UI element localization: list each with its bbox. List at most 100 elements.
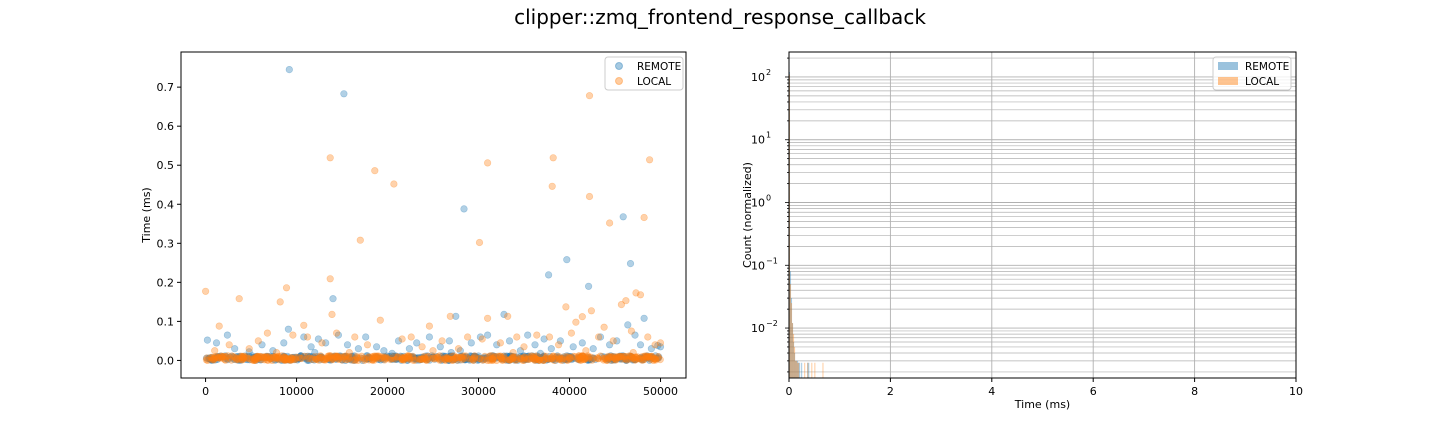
scatter-point-remote (505, 356, 513, 365)
scatter-point-local (286, 356, 295, 364)
scatter-point-local (441, 355, 449, 363)
scatter-point-remote (554, 353, 563, 361)
scatter-point-remote (643, 352, 651, 360)
scatter-point-remote (442, 352, 450, 360)
scatter-point-remote (605, 353, 613, 361)
scatter-point-remote (337, 352, 345, 360)
scatter-point-remote (616, 352, 624, 360)
scatter-point-local (353, 354, 362, 362)
scatter-point-local (354, 356, 362, 365)
histogram-bar-remote (798, 362, 800, 378)
scatter-point-local (215, 322, 223, 330)
histogram-x-tick-label: 4 (988, 385, 995, 398)
scatter-point-remote (245, 352, 253, 360)
scatter-point-local (356, 354, 364, 362)
scatter-point-local (620, 352, 629, 361)
scatter-point-remote (564, 353, 572, 361)
scatter-point-remote (511, 353, 519, 361)
scatter-point-remote (208, 356, 216, 364)
scatter-point-remote (248, 354, 257, 362)
scatter-point-remote (568, 354, 576, 362)
scatter-point-remote (532, 356, 541, 364)
scatter-point-remote (531, 341, 539, 349)
scatter-point-remote (206, 355, 214, 363)
scatter-point-local (470, 353, 478, 361)
scatter-point-remote (283, 352, 292, 361)
scatter-point-remote (341, 356, 350, 365)
scatter-point-remote (446, 352, 455, 361)
scatter-point-local (505, 356, 513, 364)
scatter-point-local (530, 356, 539, 364)
scatter-point-remote (500, 310, 508, 319)
scatter-point-local (572, 318, 580, 326)
scatter-point-local (265, 352, 273, 361)
scatter-point-local (536, 354, 544, 362)
scatter-point-remote (373, 354, 381, 362)
scatter-point-local (352, 356, 360, 364)
scatter-point-remote (283, 356, 291, 364)
scatter-point-local (264, 353, 272, 361)
scatter-point-remote (417, 355, 426, 364)
scatter-point-local (540, 356, 548, 364)
scatter-point-local (650, 355, 658, 363)
scatter-point-local (291, 353, 300, 361)
scatter-point-remote (457, 352, 466, 360)
scatter-point-local (489, 355, 497, 363)
scatter-point-remote (439, 356, 447, 364)
scatter-point-local (608, 353, 616, 361)
scatter-point-local (238, 356, 246, 364)
scatter-point-local (272, 354, 280, 362)
scatter-point-local (225, 341, 233, 349)
scatter-point-remote (611, 356, 619, 364)
scatter-point-local (436, 352, 444, 360)
scatter-point-remote (301, 354, 309, 362)
scatter-point-local (373, 353, 381, 361)
scatter-point-remote (471, 352, 479, 361)
histogram-bar-local (804, 362, 806, 378)
scatter-point-remote (254, 354, 262, 362)
scatter-point-local (458, 353, 466, 361)
scatter-point-local (476, 355, 484, 363)
scatter-point-remote (327, 352, 335, 361)
scatter-point-remote (531, 353, 539, 361)
scatter-point-remote (380, 347, 388, 355)
scatter-point-local (431, 354, 440, 362)
scatter-point-remote (213, 355, 221, 364)
scatter-point-remote (326, 354, 334, 362)
scatter-point-remote (562, 355, 570, 363)
scatter-point-remote (655, 353, 663, 361)
scatter-point-remote (612, 354, 621, 362)
scatter-point-local (212, 352, 220, 360)
scatter-point-remote (504, 352, 512, 361)
histogram-x-tick-label: 8 (1191, 385, 1198, 398)
histogram-x-tick-label: 10 (1289, 385, 1303, 398)
scatter-point-remote (621, 355, 630, 363)
scatter-point-remote (638, 355, 646, 363)
scatter-legend-label: REMOTE (637, 61, 681, 73)
scatter-point-local (578, 352, 587, 360)
scatter-point-remote (575, 354, 584, 362)
scatter-point-local (292, 355, 300, 363)
scatter-point-remote (506, 354, 514, 362)
scatter-point-local (520, 353, 529, 361)
scatter-point-local (281, 356, 289, 364)
scatter-y-tick-label: 0.7 (157, 81, 175, 94)
scatter-point-remote (278, 356, 286, 365)
histogram-y-tick-label: 10 (751, 71, 765, 84)
scatter-point-remote (400, 352, 408, 360)
scatter-point-local (322, 354, 331, 363)
histogram-y-tick-exponent: 1 (766, 131, 771, 140)
scatter-point-local (304, 355, 312, 363)
scatter-point-local (337, 353, 345, 361)
scatter-point-remote (397, 356, 406, 364)
scatter-y-tick-label: 0.2 (157, 276, 175, 289)
scatter-point-local (283, 355, 291, 363)
scatter-point-remote (325, 355, 333, 363)
scatter-point-local (643, 352, 651, 361)
scatter-point-local (549, 154, 557, 162)
scatter-point-local (204, 356, 212, 365)
scatter-point-remote (631, 356, 639, 364)
scatter-point-remote (301, 352, 309, 361)
scatter-point-remote (557, 355, 565, 363)
